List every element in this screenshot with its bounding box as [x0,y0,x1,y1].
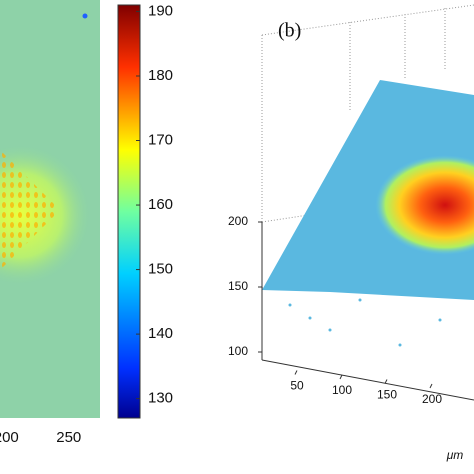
colorbar-tick-label: 150 [148,261,173,278]
x-tick-label: 200 [0,429,19,446]
colorbar-tick-label: 190 [148,2,173,19]
heatmap-spot [82,13,88,19]
x-tick-label: 100 [332,383,352,397]
colorbar-tick-label: 140 [148,325,173,342]
x-tick-label: 200 [422,392,442,406]
x-tick [429,383,433,389]
colorbar-tick-label: 160 [148,196,173,213]
surface-speckle [288,298,442,347]
colorbar [117,4,141,419]
z-tick-label: 150 [228,279,248,293]
x-axis-label: μm [446,448,464,462]
heatmap-dots [0,150,60,270]
z-tick-label: 100 [228,344,248,358]
x-tick-label: 250 [56,429,81,446]
x-tick [384,379,388,384]
x-tick-label: 50 [290,379,304,393]
colorbar-tick-label: 170 [148,131,173,148]
colorbar-tick-label: 130 [148,390,173,407]
z-tick-label: 200 [228,214,248,228]
x-tick-label: 150 [377,388,397,402]
x-tick [294,370,298,375]
x-tick [339,374,343,380]
surface-peak [375,155,474,255]
axis-line [261,359,474,401]
panel-label: (b) [278,20,301,42]
colorbar-tick-label: 180 [148,67,173,84]
